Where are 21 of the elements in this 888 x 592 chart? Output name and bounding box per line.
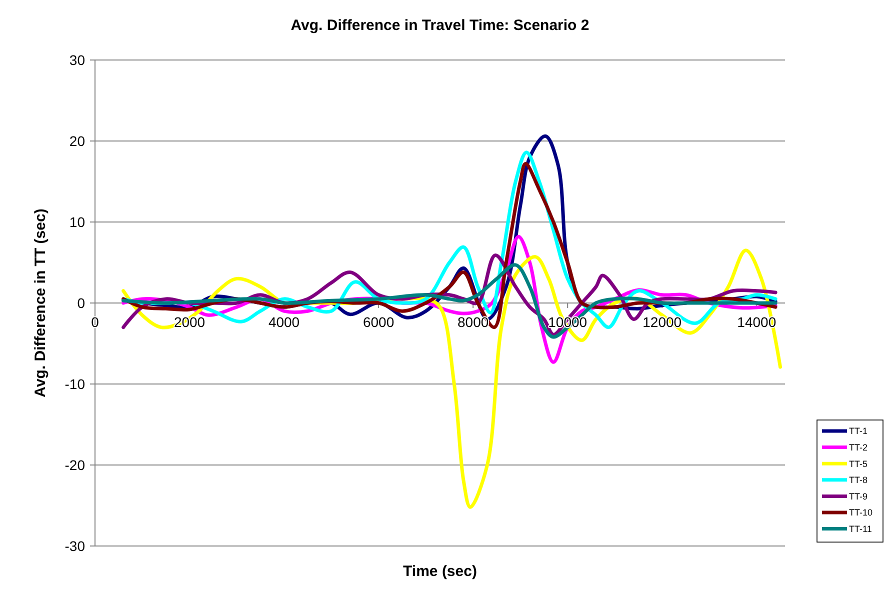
legend-label: TT-2 (849, 442, 868, 452)
legend-label: TT-10 (849, 508, 873, 518)
x-tick-label: 6000 (362, 314, 394, 330)
y-tick-label: -10 (64, 376, 86, 392)
y-tick-label: 20 (69, 132, 86, 149)
y-tick-label: 10 (69, 214, 86, 230)
x-tick-label: 4000 (268, 314, 300, 330)
y-tick-label: -30 (64, 538, 86, 554)
y-tick-label: 30 (69, 52, 86, 68)
y-tick-label: -20 (64, 456, 86, 473)
legend-label: TT-9 (849, 491, 868, 502)
y-axis-title: Avg. Difference in TT (sec) (32, 208, 49, 398)
x-axis-title: Time (sec) (403, 563, 477, 580)
y-tick-label: 0 (77, 294, 86, 311)
chart-title: Avg. Difference in Travel Time: Scenario 2 (290, 17, 590, 34)
legend-label: TT-8 (849, 475, 868, 486)
x-tick-label: 0 (91, 314, 100, 330)
legend-label: TT-11 (849, 524, 872, 534)
x-tick-label: 8000 (458, 314, 489, 330)
legend-label: TT-5 (849, 458, 868, 469)
legend-label: TT-1 (849, 426, 868, 436)
